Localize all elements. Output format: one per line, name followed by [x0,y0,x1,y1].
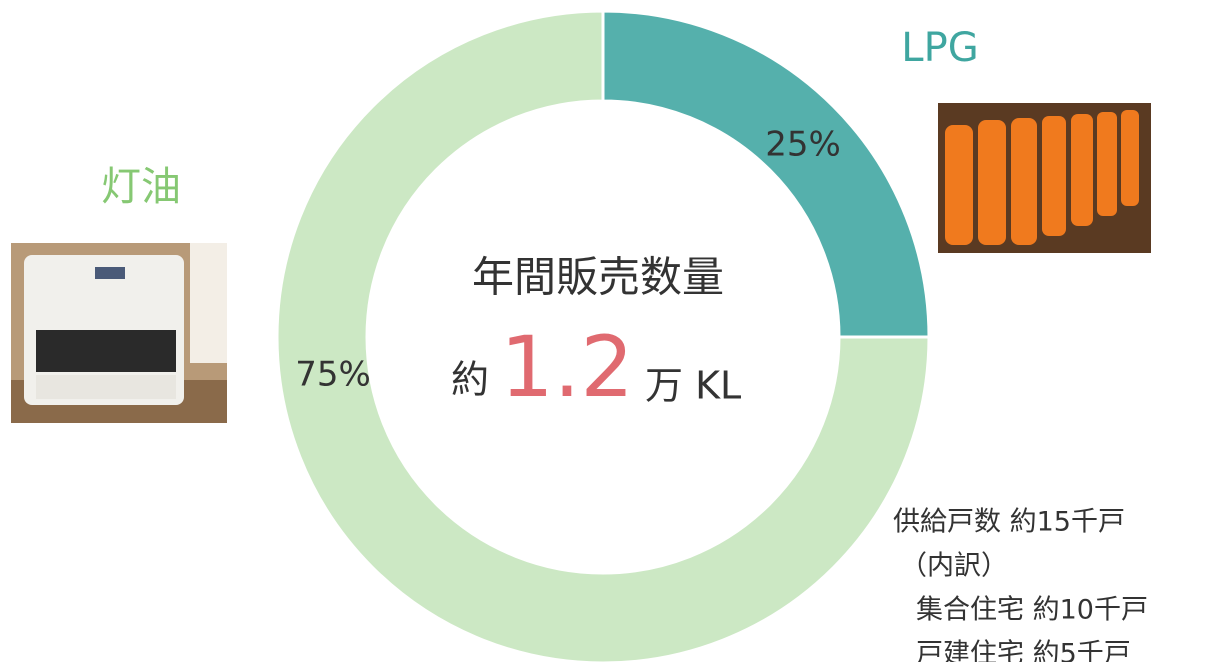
center-title: 年間販売数量 [472,253,724,302]
note-line: 供給戸数 約15千戸 [893,507,1125,538]
page: 25% LPG 75% 灯油年間販売数量約1.2万 KL 供給戸数 約15千戸 （内訳） 集… [0,0,1222,662]
cylinders-photo [938,103,1151,253]
heater-photo [11,243,227,423]
value-label: 25% [765,125,841,165]
note-line: 集合住宅 約10千戸 [916,595,1148,626]
note-line: 戸建住宅 約5千戸 [916,639,1131,662]
note-line: （内訳） [900,551,1008,582]
value-label: 75% [295,355,371,395]
center-unit: 万 KL [645,364,741,408]
center-prefix: 約 [451,358,489,402]
center-value: 1.2 [500,318,634,416]
category-label: LPG [901,25,978,71]
category-label: 灯油 [101,164,181,210]
chart: 25% LPG 75% 灯油年間販売数量約1.2万 KL 供給戸数 約15千戸 （内訳） 集… [0,0,1222,662]
